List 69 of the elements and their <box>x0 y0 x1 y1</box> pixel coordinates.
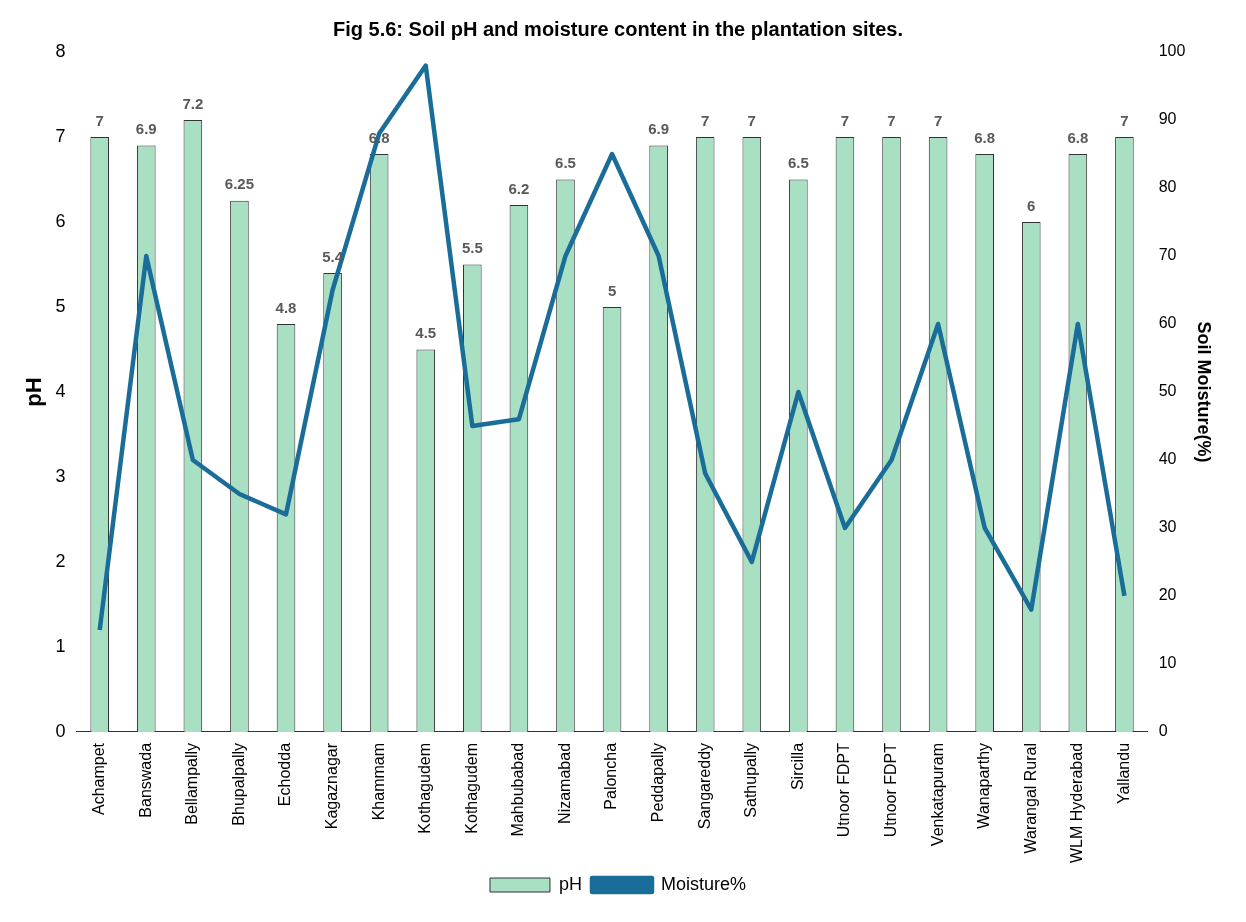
x-tick-label: Echodda <box>276 742 294 807</box>
x-tick-label: Achampet <box>90 742 108 815</box>
data-label: 7.2 <box>182 94 204 112</box>
x-tick-label: Mahbubabad <box>509 742 527 837</box>
data-label: 6.9 <box>648 120 670 138</box>
data-label: 7 <box>840 111 850 129</box>
x-tick-label: Nizamabad <box>555 742 573 824</box>
x-tick-label: Utnoor FDPT <box>835 742 853 838</box>
y-tick-label: 8 <box>55 40 66 61</box>
x-tick-label: Sircilla <box>788 742 806 791</box>
y2-tick-label: 20 <box>1158 586 1177 604</box>
data-label: 6.8 <box>1067 128 1089 146</box>
data-label: 6.8 <box>974 128 996 146</box>
y2-tick-label: 90 <box>1158 110 1177 128</box>
data-label: 6.2 <box>508 179 530 197</box>
x-tick-label: Sathupally <box>742 742 760 818</box>
data-label: 5.5 <box>461 239 483 257</box>
x-tick-label: Wanaparthy <box>975 742 993 829</box>
x-tick-label: WLM Hyderabad <box>1068 742 1086 863</box>
data-label: 6.25 <box>224 175 255 193</box>
data-label: 4.5 <box>415 324 437 342</box>
data-label: 6 <box>1027 196 1036 214</box>
x-tick-label: Khammam <box>369 742 387 821</box>
y-tick-label: 1 <box>55 635 66 656</box>
y2-tick-label: 100 <box>1158 42 1186 60</box>
legend-label: Moisture% <box>660 873 747 894</box>
y2-tick-label: 40 <box>1158 450 1177 468</box>
x-tick-label: Kothagudem <box>416 742 434 834</box>
data-label: 6.5 <box>787 154 809 172</box>
data-label: 5 <box>607 281 617 299</box>
y-tick-label: 3 <box>55 465 66 486</box>
y2-axis-title: Soil Moisture(%) <box>1194 321 1215 463</box>
y-tick-label: 0 <box>55 720 66 741</box>
y-tick-label: 6 <box>55 210 66 231</box>
chart-title: Fig 5.6: Soil pH and moisture content in the plantation sites. <box>332 17 904 40</box>
y-axis-title: pH <box>21 377 47 407</box>
y2-tick-label: 50 <box>1158 382 1177 400</box>
data-label: 6.9 <box>135 120 157 138</box>
data-label: 7 <box>95 111 104 129</box>
y2-tick-label: 30 <box>1158 518 1177 536</box>
y2-tick-label: 60 <box>1158 314 1177 332</box>
x-tick-label: Sangareddy <box>695 742 713 830</box>
x-tick-label: Kagaznagar <box>323 742 340 830</box>
x-tick-label: Bellampally <box>183 742 201 825</box>
y-tick-label: 5 <box>55 295 66 316</box>
x-tick-label: Yallandu <box>1114 742 1132 805</box>
y2-tick-label: 70 <box>1158 246 1177 264</box>
data-label: 7 <box>933 111 943 129</box>
y2-tick-label: 80 <box>1158 178 1177 196</box>
data-label: 7 <box>747 111 756 129</box>
y2-tick-label: 0 <box>1158 722 1168 740</box>
x-tick-label: Peddapally <box>649 742 667 823</box>
x-tick-label: Paloncha <box>602 742 620 810</box>
x-tick-label: Bhupalpally <box>229 742 247 826</box>
y2-tick-label: 10 <box>1158 654 1177 672</box>
x-tick-label: Banswada <box>136 742 154 818</box>
y-tick-label: 4 <box>55 380 66 401</box>
data-label: 7 <box>887 111 896 129</box>
x-tick-label: Kothagudem <box>462 742 480 834</box>
x-tick-label: Venkatapuram <box>928 742 946 847</box>
x-tick-label: Utnoor FDPT <box>881 742 899 838</box>
data-label: 4.8 <box>275 298 297 316</box>
y-tick-label: 2 <box>55 550 66 571</box>
data-label: 7 <box>701 111 710 129</box>
data-label: 6.5 <box>555 154 576 172</box>
x-tick-label: Warangal Rural <box>1021 742 1039 854</box>
legend-label: pH <box>558 873 582 894</box>
data-label: 7 <box>1120 111 1129 129</box>
y-tick-label: 7 <box>55 125 66 146</box>
